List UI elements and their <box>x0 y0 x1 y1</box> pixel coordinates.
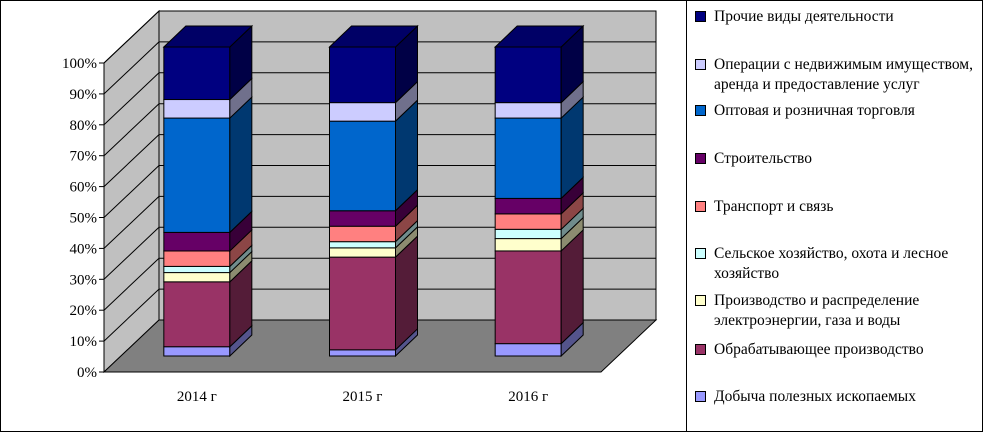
legend-item: Сельское хозяйство, охота и лесное хозяй… <box>695 244 981 284</box>
bar-segment <box>494 228 562 240</box>
legend-swatch <box>695 248 706 259</box>
bar-segment <box>163 99 231 119</box>
gridline-side <box>103 288 160 342</box>
y-tick-label: 30% <box>70 272 98 288</box>
y-tick-label: 70% <box>70 149 98 165</box>
bar-segment <box>329 210 396 227</box>
chart-plot: 0% 10% 20% 30% 40% 50% 60% 70% 80% 90% 100% 2014 г 2… <box>62 9 658 405</box>
legend-label: Сельское хозяйство, охота и лесное хозяй… <box>714 245 949 282</box>
legend-swatch <box>695 59 706 70</box>
gridline-side <box>103 257 160 311</box>
gridline-side <box>103 165 160 218</box>
legend-item: Производство и распределение электроэнер… <box>695 291 981 331</box>
bar-segment <box>494 343 562 357</box>
gridline-side <box>103 196 160 249</box>
legend-label: Производство и распределение электроэнер… <box>714 292 920 329</box>
bar-segment <box>329 225 396 243</box>
bar-top <box>162 25 254 48</box>
bar-segment <box>494 102 562 119</box>
bar-segment <box>494 238 562 252</box>
bar-segment <box>329 247 396 258</box>
bar-segment <box>163 117 231 233</box>
gridline-side <box>103 72 160 126</box>
legend-label: Строительство <box>714 150 812 167</box>
legend-item: Строительство <box>695 149 981 169</box>
gridline-side <box>103 10 160 64</box>
gridline-side <box>103 103 160 157</box>
legend-swatch <box>695 11 706 22</box>
legend-item: Операции с недвижимым имуществом, аренда… <box>695 55 981 95</box>
legend-swatch <box>695 344 706 355</box>
gridline-side <box>103 41 160 95</box>
bar-segment-side <box>229 95 253 234</box>
legend-item: Транспорт и связь <box>695 197 981 217</box>
legend-swatch <box>695 295 706 306</box>
bar-segment <box>163 231 231 252</box>
legend-label: Прочие виды деятельности <box>714 8 894 25</box>
legend-item: Прочие виды деятельности <box>695 7 981 27</box>
bar-segment <box>494 117 562 199</box>
y-tick-label: 100% <box>62 56 97 72</box>
legend-swatch <box>695 153 706 164</box>
legend-label: Добыча полезных ископаемых <box>714 388 916 405</box>
bar-top <box>493 25 585 48</box>
legend-item: Оптовая и розничная торговля <box>695 101 981 121</box>
legend-label: Операции с недвижимым имуществом, аренда… <box>714 56 973 93</box>
x-tick-label: 2014 г <box>177 389 217 405</box>
x-tick-label: 2015 г <box>343 389 383 405</box>
chart-legend: Прочие виды деятельности Операции с недви… <box>686 1 982 431</box>
bar-segment <box>163 265 231 274</box>
y-tick-label: 80% <box>70 118 98 134</box>
y-tick-label: 50% <box>70 211 98 227</box>
legend-label: Обрабатывающее производство <box>714 341 924 358</box>
bar-segment <box>494 250 562 345</box>
y-tick-label: 90% <box>70 87 98 103</box>
bar-segment <box>329 349 396 357</box>
y-tick-label: 10% <box>70 334 98 350</box>
legend-swatch <box>695 105 706 116</box>
y-tick-label: 40% <box>70 241 98 257</box>
legend-label: Оптовая и розничная торговля <box>714 102 915 119</box>
bar-segment <box>494 213 562 230</box>
bar-segment <box>494 46 562 104</box>
gridline-side <box>103 134 160 187</box>
bar-segment <box>163 346 231 357</box>
bar-segment <box>329 241 396 249</box>
legend-item: Обрабатывающее производство <box>695 340 981 360</box>
bar-segment <box>163 250 231 267</box>
bar-top <box>328 25 419 48</box>
bar-segment <box>329 120 396 212</box>
y-tick-label: 20% <box>70 303 98 319</box>
bar-segment <box>329 102 396 122</box>
legend-swatch <box>695 391 706 402</box>
bar-segment <box>163 46 231 101</box>
bar-segment <box>163 272 231 283</box>
bar-segment <box>163 281 231 348</box>
legend-item: Добыча полезных ископаемых <box>695 387 981 407</box>
y-tick-label: 0% <box>77 365 97 381</box>
bar-segment <box>329 46 396 104</box>
y-tick-label: 60% <box>70 180 98 196</box>
bar-segment <box>494 197 562 215</box>
legend-label: Транспорт и связь <box>714 198 834 215</box>
gridline-side <box>103 226 160 280</box>
bar-segment <box>329 256 396 351</box>
x-tick-label: 2016 г <box>508 389 548 405</box>
legend-swatch <box>695 201 706 212</box>
